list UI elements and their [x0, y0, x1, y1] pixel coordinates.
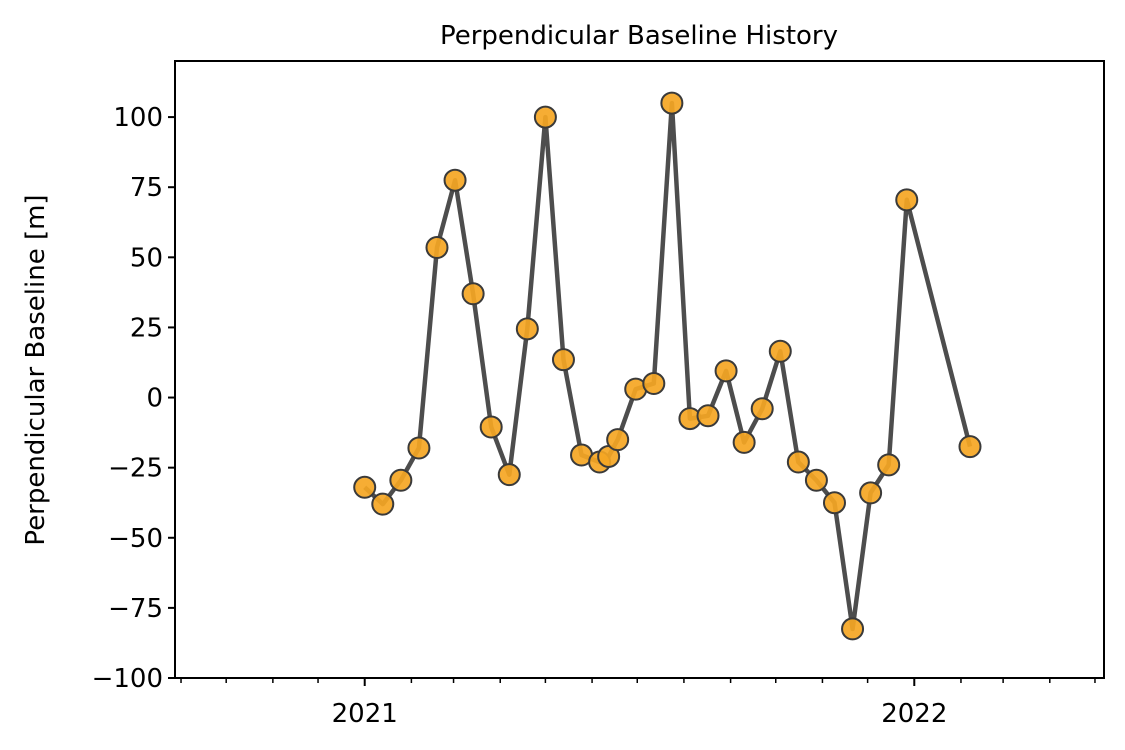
data-point — [958, 435, 982, 459]
data-point — [461, 282, 485, 306]
data-point — [732, 430, 756, 454]
y-tick-label: −75 — [108, 594, 163, 624]
data-point — [515, 317, 539, 341]
data-point — [841, 617, 865, 641]
y-tick-label: −100 — [92, 664, 163, 694]
y-tick-label: 100 — [113, 103, 163, 133]
y-tick-label: 75 — [130, 173, 163, 203]
data-point — [696, 404, 720, 428]
y-tick-label: 50 — [130, 243, 163, 273]
y-tick-label: −25 — [108, 454, 163, 484]
data-point — [895, 188, 919, 212]
data-point — [714, 359, 738, 383]
data-point — [660, 91, 684, 115]
data-layer — [353, 91, 982, 641]
y-tick-label: 0 — [146, 384, 163, 414]
y-tick-label: 25 — [130, 313, 163, 343]
data-point — [877, 453, 901, 477]
x-tick-label: 2022 — [881, 699, 947, 729]
data-point — [353, 475, 377, 499]
chart-title: Perpendicular Baseline History — [440, 21, 838, 51]
data-point — [750, 397, 774, 421]
x-tick-label: 2021 — [332, 699, 398, 729]
data-point — [859, 481, 883, 505]
data-point — [407, 436, 431, 460]
data-point — [389, 468, 413, 492]
data-point — [642, 372, 666, 396]
data-point — [804, 468, 828, 492]
data-point — [371, 492, 395, 516]
y-axis-label: Perpendicular Baseline [m] — [21, 194, 51, 545]
y-tick-label: −50 — [108, 524, 163, 554]
data-point — [497, 463, 521, 487]
data-point — [479, 415, 503, 439]
data-point — [786, 450, 810, 474]
data-point — [606, 428, 630, 452]
data-point — [768, 339, 792, 363]
data-point — [551, 348, 575, 372]
data-point — [533, 105, 557, 129]
data-point — [443, 168, 467, 192]
plot-frame — [174, 60, 1105, 679]
axes: 100 75 50 25 0 −25 −50 −75 −100 2021 2022 — [92, 103, 1096, 729]
data-point — [822, 491, 846, 515]
data-point — [425, 236, 449, 260]
